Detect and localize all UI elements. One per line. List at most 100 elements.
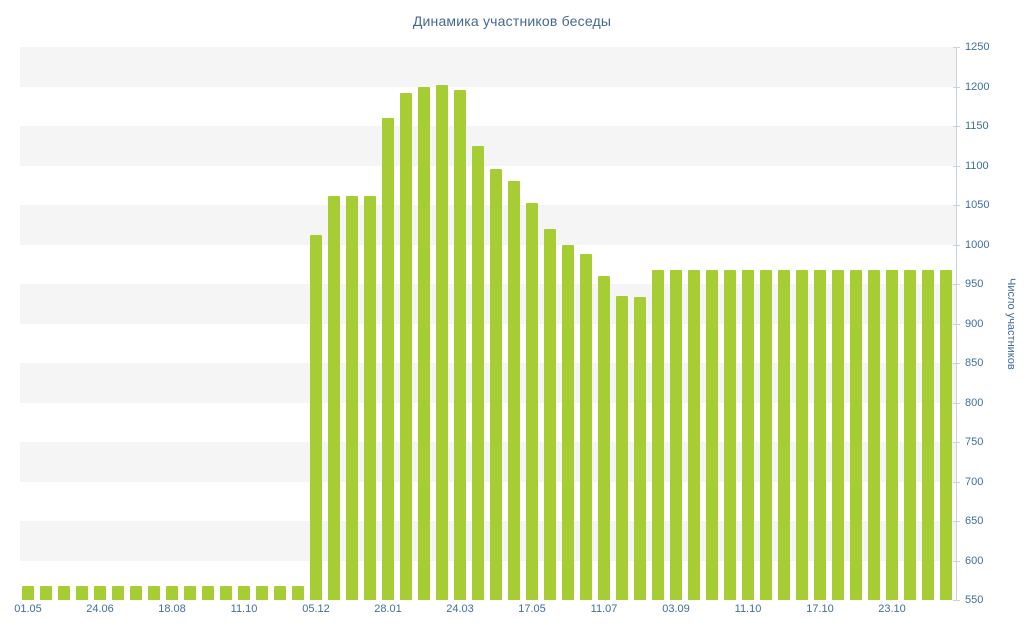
bar-16[interactable] <box>310 235 322 600</box>
y-tick <box>953 244 960 246</box>
bar-36[interactable] <box>670 269 682 600</box>
y-tick <box>953 560 960 562</box>
y-tick-label: 1250 <box>965 41 990 53</box>
grid-band <box>20 86 956 126</box>
bar-39[interactable] <box>724 269 736 600</box>
bar-34[interactable] <box>634 296 646 600</box>
bar-19[interactable] <box>364 195 376 600</box>
y-tick <box>953 165 960 167</box>
bar-27[interactable] <box>508 181 520 600</box>
y-tick-label: 1200 <box>965 80 990 93</box>
y-axis-title: Число участников <box>1005 277 1017 370</box>
bar-8[interactable] <box>166 585 178 600</box>
x-tick-label: 05.12 <box>302 603 330 615</box>
bar-26[interactable] <box>490 169 502 600</box>
bar-42[interactable] <box>778 269 790 600</box>
bar-30[interactable] <box>562 244 574 600</box>
bar-11[interactable] <box>220 585 232 600</box>
bar-28[interactable] <box>526 203 538 600</box>
x-tick-label: 11.10 <box>230 603 258 615</box>
y-tick-label: 850 <box>965 357 984 369</box>
bar-20[interactable] <box>382 118 394 600</box>
y-tick <box>953 442 960 443</box>
bar-35[interactable] <box>652 269 664 600</box>
y-tick <box>953 47 960 48</box>
y-tick-label: 1100 <box>965 159 989 172</box>
bar-23[interactable] <box>436 84 448 600</box>
y-tick-label: 800 <box>965 396 984 409</box>
x-tick-label: 17.05 <box>518 603 546 615</box>
bar-43[interactable] <box>796 269 808 600</box>
y-tick <box>953 126 960 127</box>
y-tick-label: 700 <box>965 475 984 488</box>
bar-40[interactable] <box>742 269 754 600</box>
bar-33[interactable] <box>616 295 628 600</box>
bar-21[interactable] <box>400 92 412 600</box>
bar-46[interactable] <box>850 269 862 600</box>
bar-18[interactable] <box>346 195 358 600</box>
y-tick-label: 900 <box>965 317 984 330</box>
y-tick <box>953 402 960 404</box>
bar-6[interactable] <box>130 585 142 600</box>
bar-22[interactable] <box>418 86 430 600</box>
x-tick-label: 24.06 <box>86 603 114 615</box>
bar-51[interactable] <box>940 269 952 600</box>
bar-4[interactable] <box>94 585 106 600</box>
x-tick-label: 23.10 <box>878 603 906 615</box>
bar-44[interactable] <box>814 269 826 600</box>
bar-24[interactable] <box>454 90 466 600</box>
bar-13[interactable] <box>256 585 268 600</box>
x-tick-label: 11.07 <box>590 603 618 615</box>
bar-48[interactable] <box>886 269 898 600</box>
bar-3[interactable] <box>76 585 88 600</box>
bar-38[interactable] <box>706 269 718 600</box>
bar-41[interactable] <box>760 269 772 600</box>
bar-45[interactable] <box>832 269 844 600</box>
y-tick-label: 550 <box>965 594 984 606</box>
y-tick <box>953 600 960 601</box>
grid-band <box>20 165 956 205</box>
x-axis: 01.05 24.06 18.08 11.10 05.12 28.01 24.03 17.05… <box>14 603 956 619</box>
bar-2[interactable] <box>58 585 70 600</box>
y-axis: 1250 1200 1150 1100 1050 1000 950 900 850 800 750 7… <box>953 41 1000 606</box>
y-tick-label: 1050 <box>965 199 990 211</box>
bar-32[interactable] <box>598 276 610 600</box>
bar-10[interactable] <box>202 585 214 600</box>
x-tick-label: 28.01 <box>374 603 402 615</box>
bar-37[interactable] <box>688 269 700 600</box>
bar-50[interactable] <box>922 269 934 600</box>
x-tick-label: 24.03 <box>446 603 474 615</box>
y-tick-label: 1000 <box>965 238 990 251</box>
y-tick-label: 650 <box>965 515 984 527</box>
y-tick-label: 750 <box>965 436 984 448</box>
y-tick <box>953 323 960 325</box>
bar-17[interactable] <box>328 195 340 600</box>
x-tick-label: 03.09 <box>662 603 690 615</box>
bar-15[interactable] <box>292 585 304 600</box>
y-tick <box>953 521 960 522</box>
x-tick-label: 18.08 <box>158 603 186 615</box>
y-tick-label: 600 <box>965 554 984 567</box>
bar-29[interactable] <box>544 228 556 600</box>
bar-31[interactable] <box>580 253 592 600</box>
x-tick-label: 01.05 <box>14 603 42 615</box>
bar-25[interactable] <box>472 145 484 600</box>
bar-12[interactable] <box>238 585 250 600</box>
bar-14[interactable] <box>274 585 286 600</box>
bar-49[interactable] <box>904 269 916 600</box>
plot-area <box>20 47 956 600</box>
y-tick <box>953 481 960 483</box>
bar-47[interactable] <box>868 269 880 600</box>
y-tick <box>953 205 960 206</box>
bar-7[interactable] <box>148 585 160 600</box>
y-tick <box>953 86 960 88</box>
bar-1[interactable] <box>40 585 52 600</box>
x-tick-label: 11.10 <box>734 603 762 615</box>
bar-0[interactable] <box>22 585 34 600</box>
y-tick <box>953 363 960 364</box>
chart-title: Динамика участников беседы <box>412 13 612 29</box>
bar-5[interactable] <box>112 585 124 600</box>
bar-9[interactable] <box>184 585 196 600</box>
y-tick <box>953 284 960 285</box>
